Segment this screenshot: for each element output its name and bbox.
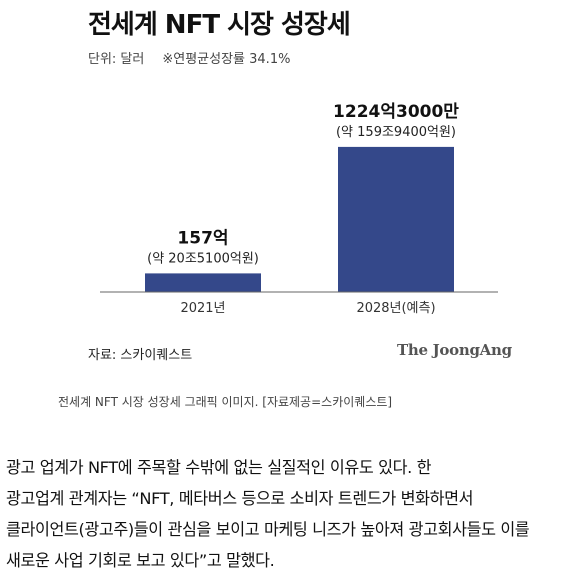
article-line: 광고업계 관계자는 “NFT, 메타버스 등으로 소비자 트렌드가 변화하면서 [6, 489, 474, 508]
image-caption: 전세계 NFT 시장 성장세 그래픽 이미지. [자료제공=스카이퀘스트] [58, 395, 393, 409]
joongang-logo: The JoongAng [397, 341, 512, 359]
chart-title: 전세계 NFT 시장 성장세 [88, 10, 351, 40]
data-label-krw: (약 20조5100억원) [147, 251, 259, 266]
bar-2 [338, 146, 454, 292]
chart-subtitle: 단위: 달러 ※연평균성장률 34.1% [88, 48, 290, 67]
bar-1 [145, 273, 261, 292]
article-line: 클라이언트(광고주)들이 관심을 보이고 마케팅 니즈가 높아져 광고회사들도 … [6, 520, 530, 539]
cagr-note: ※연평균성장률 34.1% [162, 52, 291, 67]
data-label-value: 1224억3000만 [333, 102, 459, 122]
article-line: 새로운 사업 기회로 보고 있다”고 말했다. [6, 551, 275, 570]
article-line: 광고 업계가 NFT에 주목할 수밖에 없는 실질적인 이유도 있다. 한 [6, 458, 432, 477]
chart-card: 전세계 NFT 시장 성장세 단위: 달러 ※연평균성장률 34.1% 157억 (… [88, 10, 513, 363]
data-label-krw: (약 159조9400억원) [336, 125, 456, 140]
data-label-value: 157억 [177, 228, 228, 248]
x-tick-label: 2028년(예측) [356, 301, 435, 316]
bar-chart: 157억 (약 20조5100억원) 2021년 1224억3000만 (약 159조9… [100, 102, 498, 316]
x-tick-label: 2021년 [180, 301, 225, 316]
chart-source: 자료: 스카이퀘스트 [88, 348, 193, 363]
unit-label: 단위: 달러 [88, 52, 145, 67]
article-body: 광고 업계가 NFT에 주목할 수밖에 없는 실질적인 이유도 있다. 한 광고… [6, 452, 582, 576]
